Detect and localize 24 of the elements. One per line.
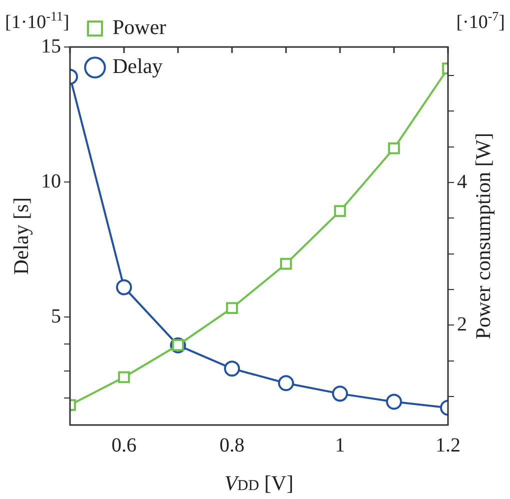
point [332,386,348,402]
point [388,142,400,154]
legend-label: Power [112,15,166,40]
y-tick-label: 15 [41,35,61,58]
point [278,375,294,392]
point [280,258,292,270]
y2-axis-title: Power consumption [W] [471,132,495,340]
point [118,371,130,384]
point [386,394,402,410]
y-tick-label: 10 [41,170,61,192]
point [224,360,240,377]
x-tick-label: 0.8 [220,434,244,456]
y-axis-title: Delay [s] [9,197,33,275]
y2-tick-label: 4 [457,170,467,193]
x-tick-label: 1 [335,434,345,456]
y2-tick-label: 2 [457,313,467,336]
x-tick-label: 0.6 [112,434,136,456]
x-axis-title: VDD [V] [224,471,294,495]
y-tick-label: 5 [51,305,61,328]
point [226,302,238,314]
point [116,279,132,296]
x-tick-label: 1.2 [436,434,460,456]
point [334,205,346,217]
legend-label: Delay [112,54,164,78]
